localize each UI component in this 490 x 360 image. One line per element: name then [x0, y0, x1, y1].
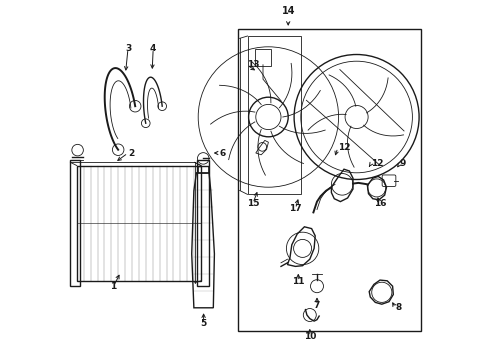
Text: 5: 5 [200, 320, 207, 328]
Text: 16: 16 [374, 199, 386, 208]
Bar [197, 160, 209, 286]
Text: 13: 13 [247, 60, 259, 69]
Text: 11: 11 [292, 277, 304, 286]
Text: 9: 9 [400, 159, 406, 168]
Text: 17: 17 [289, 204, 302, 213]
Text: 6: 6 [220, 149, 226, 158]
Text: 4: 4 [150, 44, 156, 53]
Text: 2: 2 [128, 149, 134, 158]
Text: 3: 3 [125, 44, 131, 53]
Text: 12: 12 [338, 143, 350, 152]
Text: 15: 15 [246, 199, 259, 208]
Text: 10: 10 [304, 332, 316, 341]
Text: 7: 7 [314, 301, 320, 310]
Text: 1: 1 [110, 282, 117, 291]
Text: 12: 12 [371, 159, 384, 168]
Text: 8: 8 [395, 303, 402, 312]
Bar [71, 160, 80, 286]
Bar [238, 29, 421, 331]
Text: 14: 14 [281, 6, 295, 16]
